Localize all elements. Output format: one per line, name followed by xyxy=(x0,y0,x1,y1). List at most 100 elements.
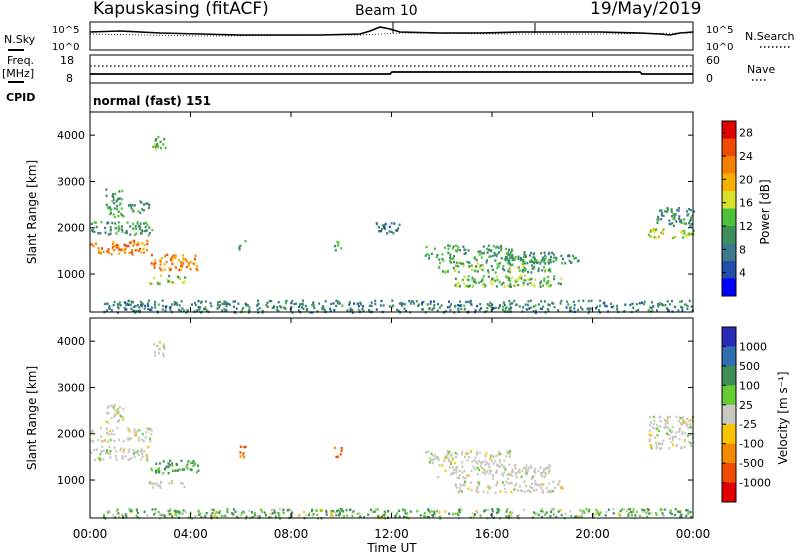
data-cell xyxy=(690,418,693,422)
data-cell xyxy=(504,306,507,310)
data-cell xyxy=(504,247,507,251)
data-cell xyxy=(526,489,529,493)
data-cell xyxy=(444,469,447,473)
data-cell xyxy=(323,308,326,311)
data-cell xyxy=(642,303,645,306)
data-cell xyxy=(136,430,139,433)
data-cell xyxy=(478,481,481,485)
data-cell xyxy=(669,511,672,514)
data-cell xyxy=(454,484,457,487)
data-cell xyxy=(529,485,532,488)
data-cell xyxy=(489,280,492,284)
data-cell xyxy=(530,251,533,255)
data-cell xyxy=(452,257,455,260)
data-cell xyxy=(289,509,292,512)
data-cell xyxy=(172,281,175,284)
data-cell xyxy=(225,301,228,304)
data-cell xyxy=(217,301,220,304)
data-cell xyxy=(540,260,543,263)
data-cell xyxy=(315,509,318,512)
data-cell xyxy=(148,203,151,207)
data-cell xyxy=(159,140,162,144)
data-cell xyxy=(671,438,674,441)
data-cell xyxy=(680,221,683,224)
data-cell xyxy=(453,255,456,258)
data-cell xyxy=(140,448,143,451)
data-cell xyxy=(520,258,523,261)
data-cell xyxy=(244,445,247,449)
data-cell xyxy=(409,510,412,513)
data-cell xyxy=(492,462,495,465)
data-cell xyxy=(112,514,115,517)
data-cell xyxy=(380,516,383,519)
data-cell xyxy=(277,310,280,313)
velocity-panel-frame xyxy=(89,317,694,519)
data-cell xyxy=(339,510,342,514)
data-cell xyxy=(312,513,315,516)
data-cell xyxy=(158,470,161,474)
data-cell xyxy=(204,306,207,309)
data-cell xyxy=(491,510,494,513)
data-cell xyxy=(496,464,499,467)
data-cell xyxy=(511,254,514,257)
data-cell xyxy=(104,226,106,230)
data-cell xyxy=(454,249,457,252)
data-cell xyxy=(682,416,685,419)
data-cell xyxy=(113,215,116,219)
data-cell xyxy=(184,276,187,279)
data-cell xyxy=(551,507,554,511)
data-cell xyxy=(290,301,293,305)
data-cell xyxy=(475,265,478,268)
data-cell xyxy=(508,259,510,263)
data-cell xyxy=(522,508,525,512)
data-cell xyxy=(106,511,109,514)
data-cell xyxy=(632,306,635,309)
data-cell xyxy=(577,515,580,518)
data-cell xyxy=(502,305,505,308)
data-cell xyxy=(398,302,401,305)
data-cell xyxy=(102,250,105,253)
data-cell xyxy=(516,266,519,269)
data-cell xyxy=(100,435,103,438)
data-cell xyxy=(452,468,455,472)
data-cell xyxy=(667,309,670,312)
colorbar-tick-label: -100 xyxy=(739,438,764,451)
data-cell xyxy=(442,270,444,273)
data-cell xyxy=(147,307,150,311)
data-cell xyxy=(142,247,145,251)
data-cell xyxy=(447,452,450,455)
data-cell xyxy=(137,241,140,245)
data-cell xyxy=(303,510,305,514)
data-cell xyxy=(415,300,418,303)
data-cell xyxy=(348,303,351,306)
data-cell xyxy=(659,416,662,419)
data-cell xyxy=(130,240,133,244)
data-cell xyxy=(519,259,522,262)
data-cell xyxy=(511,249,514,253)
data-cell xyxy=(542,471,545,474)
data-cell xyxy=(507,262,510,265)
data-cell xyxy=(547,303,550,306)
data-cell xyxy=(153,277,156,280)
data-cell xyxy=(433,514,436,517)
data-cell xyxy=(688,299,691,303)
data-cell xyxy=(468,261,471,264)
data-cell xyxy=(568,254,571,258)
data-cell xyxy=(474,456,477,459)
data-cell xyxy=(239,244,242,247)
data-cell xyxy=(242,452,245,455)
data-cell xyxy=(452,266,455,270)
data-cell xyxy=(679,421,682,425)
data-cell xyxy=(495,246,497,249)
data-cell xyxy=(532,253,535,256)
data-cell xyxy=(577,299,580,303)
data-cell xyxy=(548,490,551,494)
data-cell xyxy=(143,510,146,513)
data-cell xyxy=(572,254,575,258)
colorbar-tick-label: 500 xyxy=(739,360,760,373)
data-cell xyxy=(316,310,319,313)
data-cell xyxy=(647,233,650,237)
data-cell xyxy=(117,305,119,309)
data-cell xyxy=(167,280,170,283)
